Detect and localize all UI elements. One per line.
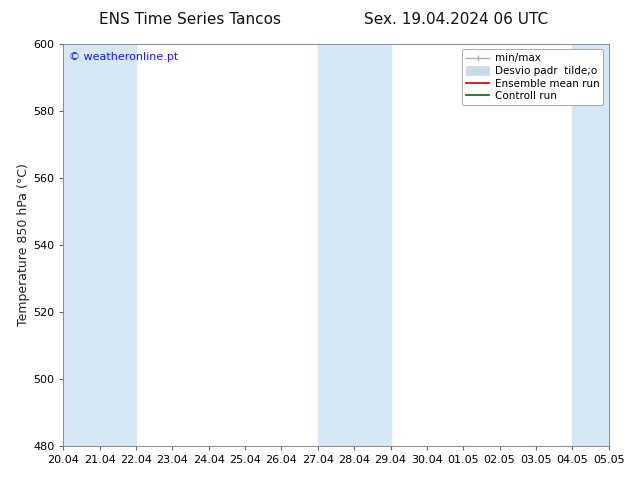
Bar xyxy=(318,44,391,446)
Text: Sex. 19.04.2024 06 UTC: Sex. 19.04.2024 06 UTC xyxy=(365,12,548,27)
Y-axis label: Temperature 850 hPa (°C): Temperature 850 hPa (°C) xyxy=(17,164,30,326)
Text: ENS Time Series Tancos: ENS Time Series Tancos xyxy=(99,12,281,27)
Bar xyxy=(573,44,609,446)
Bar xyxy=(63,44,136,446)
Legend: min/max, Desvio padr  tilde;o, Ensemble mean run, Controll run: min/max, Desvio padr tilde;o, Ensemble m… xyxy=(462,49,604,105)
Text: © weatheronline.pt: © weatheronline.pt xyxy=(69,52,178,62)
